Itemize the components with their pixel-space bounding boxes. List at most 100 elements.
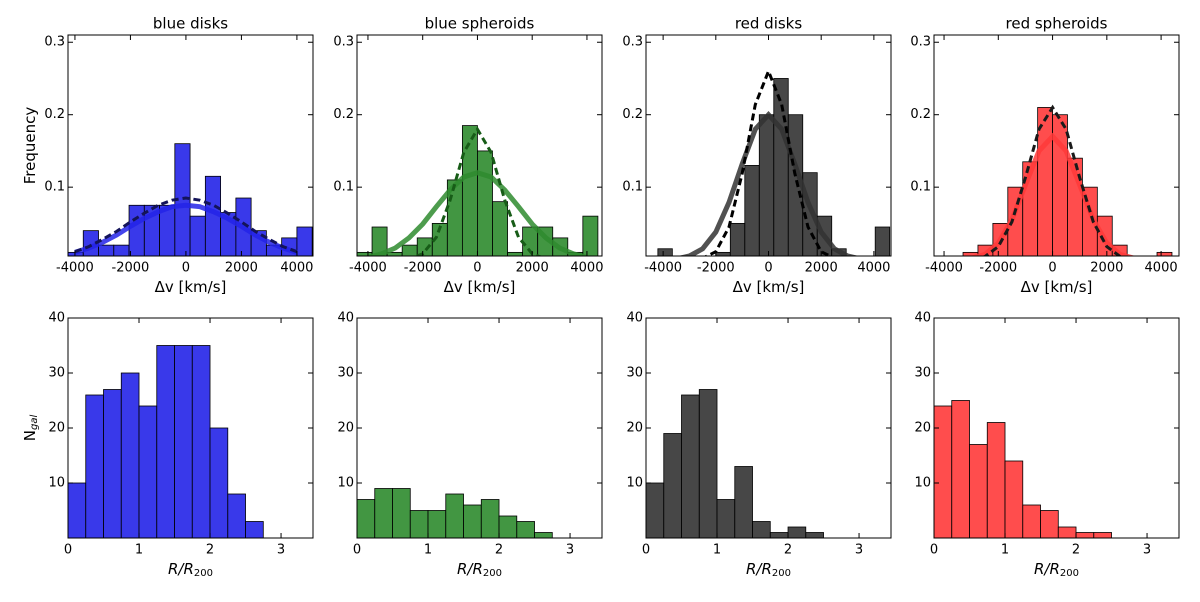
y-tick-label: 40 [337, 311, 354, 326]
x-tick-label: 1 [1001, 543, 1009, 558]
plot-area [657, 67, 891, 256]
plot-area [962, 104, 1173, 256]
bar [698, 389, 718, 538]
x-tick-label: -4000 [925, 261, 963, 276]
bar [189, 215, 206, 256]
y-axis-label-text: N [21, 430, 39, 441]
y-tick-label: 40 [914, 311, 931, 326]
bar [845, 255, 862, 256]
y-tick-label: 0.2 [622, 107, 643, 122]
bar [113, 244, 130, 256]
plot-area [68, 345, 264, 538]
x-tick-label: 4000 [570, 261, 603, 276]
y-tick-label: 20 [626, 421, 643, 436]
x-axis-label: Δv [km/s] [444, 278, 516, 296]
panel: -4000 -2000 0 2000 4000 0.1 0.2 0.3 blue spheroi… [333, 15, 603, 296]
bar [516, 521, 535, 538]
y-tick-label: 30 [337, 366, 354, 381]
x-tick-label: 2000 [805, 261, 838, 276]
y-tick-label: 20 [48, 421, 65, 436]
bar [507, 251, 524, 256]
y-tick-label: 30 [914, 366, 931, 381]
y-tick-label: 0.1 [622, 180, 643, 195]
bar [461, 125, 478, 256]
x-tick-label: -4000 [56, 261, 94, 276]
x-tick-label: 0 [473, 261, 481, 276]
panel: 0 1 2 3 10 20 30 40 R/R200 [626, 311, 892, 579]
y-tick-label: 0.2 [44, 107, 65, 122]
bar [103, 389, 122, 538]
bar [445, 493, 464, 538]
x-axis-label-subscript: 200 [772, 568, 791, 579]
plot-area [68, 143, 313, 256]
fit-curve [74, 196, 298, 254]
bar [951, 400, 970, 538]
y-tick-label: 20 [337, 421, 354, 436]
y-tick-label: 0.1 [910, 180, 931, 195]
bar [969, 444, 988, 538]
x-tick-label: 1 [424, 543, 432, 558]
x-axis-label-subscript: 200 [194, 568, 213, 579]
bar [663, 433, 682, 538]
x-tick-label: 3 [1143, 543, 1151, 558]
panel: 0 1 2 3 10 20 30 40 R/R200 [914, 311, 1180, 580]
x-tick-label: 4000 [280, 261, 313, 276]
x-tick-label: 2 [495, 543, 503, 558]
x-tick-label: 2 [1072, 543, 1080, 558]
bar [392, 488, 411, 538]
x-axis-label-text: Δv [km/s] [444, 278, 516, 296]
bar [1040, 510, 1059, 538]
bar [1156, 251, 1173, 256]
x-tick-label: -2000 [697, 261, 735, 276]
panel: -4000 -2000 0 2000 4000 0.1 0.2 0.3 red spheroid… [910, 15, 1180, 296]
y-tick-label: 0.3 [44, 35, 65, 50]
x-axis-label: Δv [km/s] [1021, 278, 1093, 296]
bar [787, 526, 807, 538]
bar [860, 255, 876, 256]
x-tick-label: 3 [855, 543, 863, 558]
x-tick-label: 3 [277, 543, 285, 558]
fit-curve [367, 170, 588, 256]
y-tick-label: 10 [337, 476, 354, 491]
x-tick-label: 2000 [516, 261, 549, 276]
y-tick-label: 0.3 [910, 35, 931, 50]
y-tick-label: 20 [914, 421, 931, 436]
x-axis-label-text: R/R [746, 560, 772, 578]
bar [120, 372, 140, 538]
bar [498, 515, 518, 538]
x-tick-label: 1 [135, 543, 143, 558]
bar [1075, 532, 1095, 538]
y-tick-label: 0.3 [622, 35, 643, 50]
x-tick-label: 0 [930, 543, 938, 558]
bar [174, 345, 193, 538]
plot-area [357, 488, 553, 538]
x-axis-label: Δv [km/s] [733, 278, 805, 296]
fit-curve [970, 132, 1135, 256]
x-axis-label: R/R200 [1034, 560, 1079, 580]
fit-curve [74, 202, 298, 255]
bar [409, 510, 429, 538]
bar [681, 394, 700, 538]
y-axis-label: Ngal [21, 415, 41, 442]
fit-curve [677, 110, 860, 256]
panel-title: red spheroids [1006, 15, 1108, 33]
x-axis-label: R/R200 [168, 560, 213, 580]
x-tick-label: 0 [182, 261, 190, 276]
x-tick-label: 3 [566, 543, 574, 558]
y-axis-label-subscript: gal [29, 415, 40, 430]
x-tick-label: 4000 [1145, 261, 1178, 276]
bar [401, 244, 418, 256]
bar [934, 405, 953, 538]
bar [986, 422, 1006, 538]
bar [1057, 526, 1077, 538]
bar [744, 165, 760, 256]
bar [463, 504, 482, 538]
panel: 0 1 2 3 10 20 30 40 R/R200 Ngal [21, 311, 314, 580]
bar [480, 499, 500, 538]
frame [356, 34, 603, 257]
bar [374, 488, 393, 538]
y-tick-label: 0.1 [44, 180, 65, 195]
bar [245, 521, 264, 538]
y-tick-label: 10 [914, 476, 931, 491]
bar [477, 150, 493, 256]
